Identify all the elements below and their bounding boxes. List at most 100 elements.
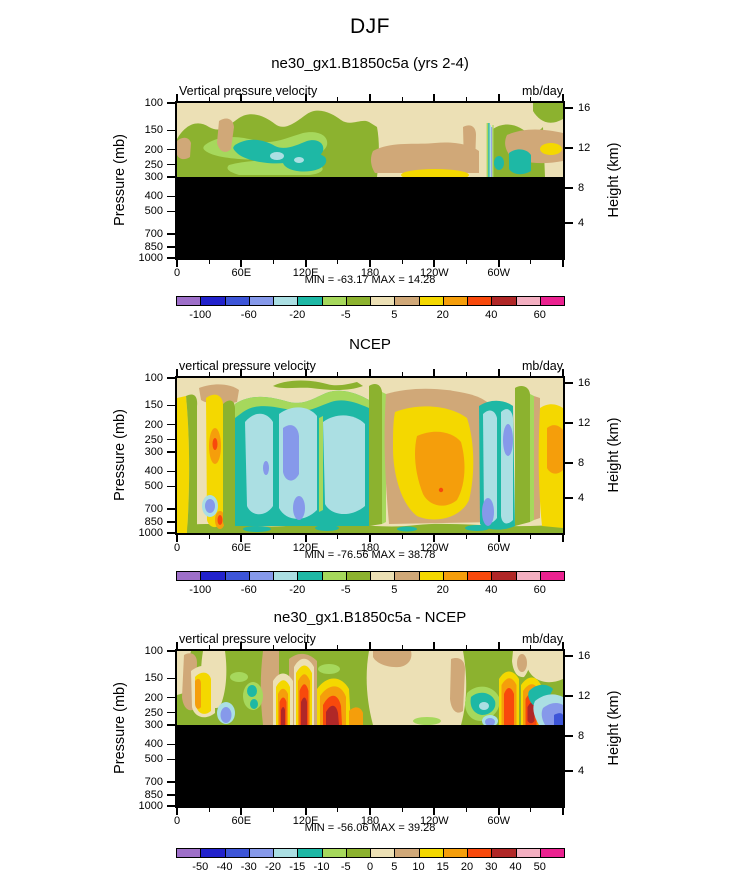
longitude-tick-label: 180 [360,815,380,827]
pressure-tick [167,163,175,166]
longitude-tick-label: 60W [487,815,510,827]
panel3-field-label: vertical pressure velocity [179,632,316,646]
longitude-tick [176,369,178,376]
colorbar-segment [418,571,444,581]
pressure-tick [167,210,175,213]
masked-terrain-region [177,725,563,806]
height-tick [565,695,573,697]
longitude-tick [304,94,307,101]
colorbar-segment [394,296,420,306]
pressure-tick-label: 850 [144,241,163,254]
longitude-tick [273,535,274,539]
height-tick-label: 8 [578,456,585,469]
pressure-tick [167,246,175,248]
colorbar-segment [248,571,274,581]
height-tick [565,655,573,657]
longitude-tick [562,369,564,376]
pressure-tick-label: 400 [144,738,163,751]
pressure-tick [167,195,175,198]
height-tick-label: 12 [578,689,591,702]
longitude-tick [497,808,500,815]
longitude-tick [466,97,467,101]
panel1-minmax: MIN = -63.17 MAX = 14.28 [304,274,436,286]
colorbar-segment [539,296,565,306]
pressure-tick-label: 500 [144,205,163,218]
pressure-tick-label: 400 [144,465,163,478]
longitude-tick [208,645,210,649]
longitude-tick [208,97,210,101]
colorbar-tick-label: 20 [460,861,474,873]
longitude-tick [530,260,532,264]
longitude-tick [176,94,178,101]
colorbar-segment [345,571,371,581]
pressure-tick [167,758,175,761]
longitude-tick-label: 60E [231,267,252,279]
pressure-tick [167,404,175,407]
pressure-tick-label: 1000 [138,527,163,539]
longitude-tick [337,260,339,264]
colorbar-tick-label: -60 [240,309,257,321]
longitude-tick [562,94,564,101]
colorbar-segment [321,571,347,581]
longitude-tick [273,645,274,649]
masked-terrain-region [177,177,563,258]
colorbar-segment [248,296,274,306]
pressure-tick-label: 500 [144,753,163,766]
height-tick [565,497,573,499]
pressure-tick-label: 500 [144,480,163,493]
height-tick-label: 4 [578,491,585,504]
longitude-tick-label: 120W [419,815,449,827]
colorbar-tick-label: -20 [289,309,306,321]
colorbar-tick-label: -60 [240,584,257,596]
longitude-tick [304,369,307,376]
pressure-tick-label: 300 [144,718,163,731]
longitude-tick [433,94,436,101]
panel3-units-label: mb/day [522,632,563,646]
pressure-tick [167,743,175,746]
colorbar-segment [297,296,323,306]
colorbar-segment [539,848,565,858]
height-tick [565,462,573,464]
longitude-tick [176,808,178,815]
pressure-tick-label: 700 [144,227,163,240]
height-tick [565,422,573,424]
pressure-tick-label: 850 [144,789,163,802]
longitude-tick [401,535,403,539]
colorbar-tick-label: -20 [289,584,306,596]
longitude-tick [240,94,243,101]
longitude-tick [369,94,371,101]
colorbar-tick-label: -40 [216,861,233,873]
longitude-tick-label: 180 [360,542,380,554]
longitude-tick [369,369,371,376]
longitude-tick [273,372,274,376]
longitude-tick [273,808,274,812]
longitude-tick [497,642,500,649]
panel3-plot-box [175,649,565,808]
colorbar-tick-label: -100 [189,309,212,321]
height-tick [565,770,573,772]
pressure-tick-label: 250 [144,433,163,446]
longitude-tick [497,94,500,101]
colorbar-segment [491,571,517,581]
pressure-tick-label: 250 [144,158,163,171]
longitude-tick [208,808,210,812]
longitude-tick [466,372,467,376]
colorbar-tick-label: -50 [192,861,209,873]
height-tick-label: 16 [578,649,591,662]
colorbar-tick-label: -5 [340,309,351,321]
colorbar-segment [176,571,202,581]
colorbar-tick-label: -30 [240,861,257,873]
height-tick [565,382,573,384]
longitude-tick [530,372,532,376]
longitude-tick-label: 60W [487,542,510,554]
longitude-tick [240,535,243,542]
longitude-tick-label: 120E [292,267,319,279]
colorbar-tick-label: 15 [436,861,449,873]
longitude-tick [240,808,243,815]
height-tick-label: 4 [578,764,585,777]
colorbar-segment [491,848,517,858]
colorbar-tick-label: 40 [509,861,522,873]
height-tick [565,147,573,149]
longitude-tick [562,535,564,542]
pressure-tick-label: 200 [144,418,163,431]
